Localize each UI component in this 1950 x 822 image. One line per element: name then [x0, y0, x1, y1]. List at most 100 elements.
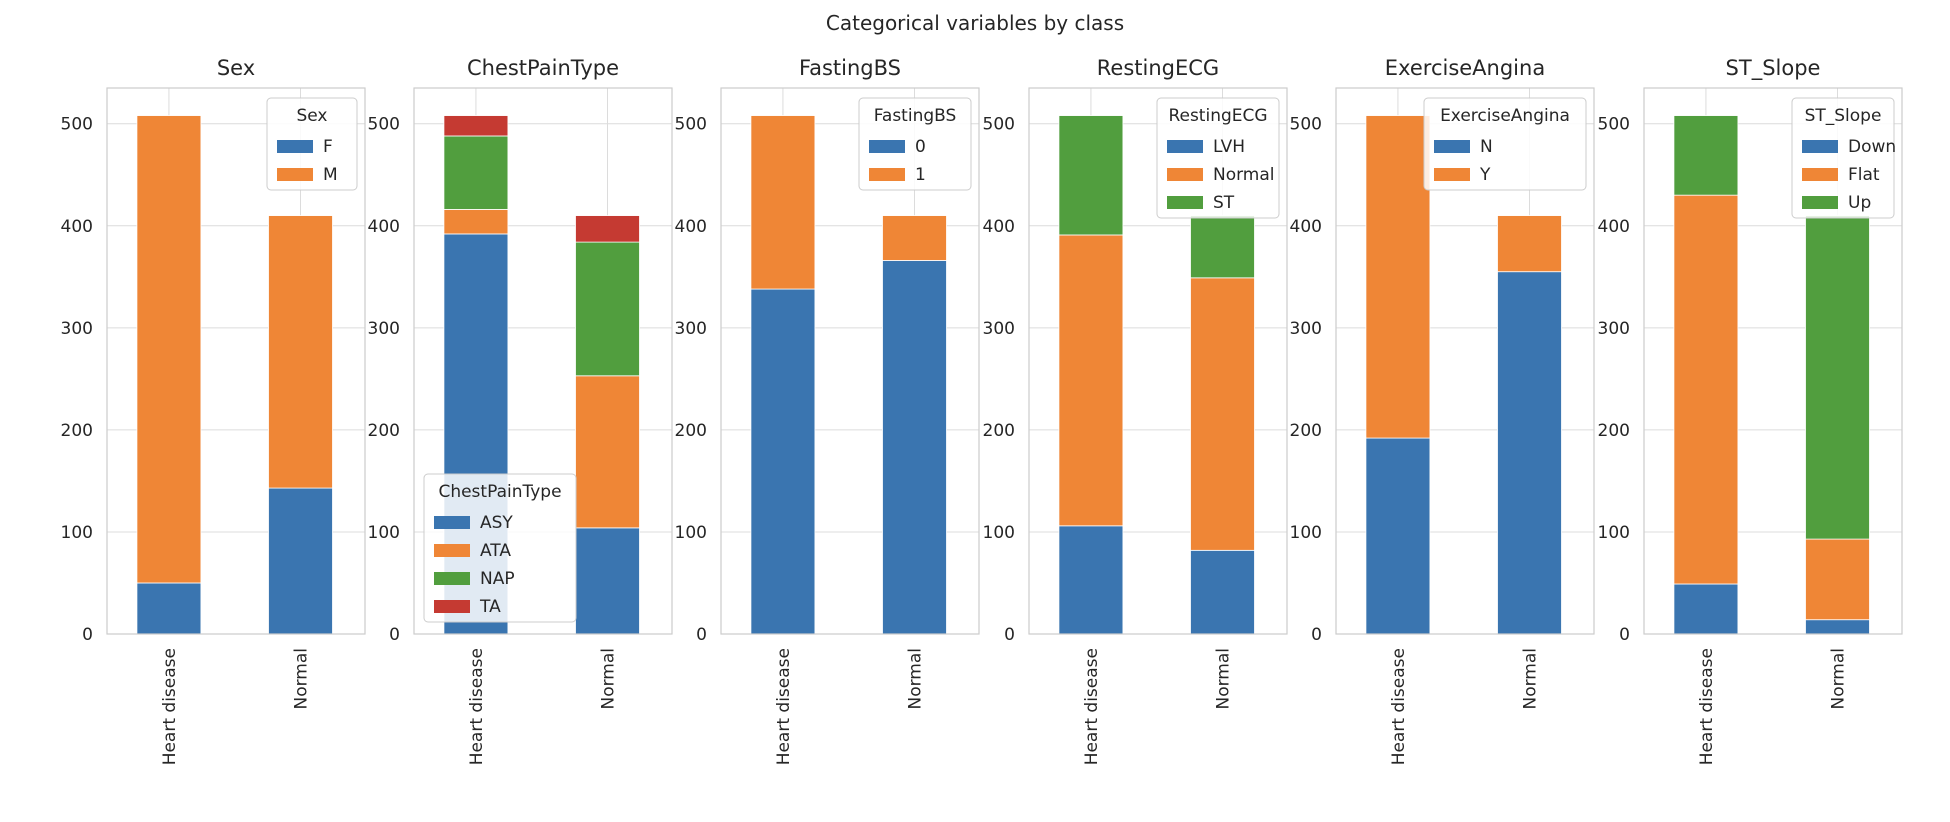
- legend-label-down: Down: [1848, 137, 1896, 157]
- legend-title: FastingBS: [874, 106, 957, 126]
- y-tick-label-0: 0: [696, 625, 707, 645]
- x-tick-label-normal: Normal: [599, 648, 619, 710]
- bar-st-slope-heart-disease-flat: [1673, 194, 1739, 585]
- y-tick-label-300: 300: [368, 319, 400, 339]
- legend-fastingbs: FastingBS 0 1: [858, 97, 972, 191]
- y-tick-label-400: 400: [368, 217, 400, 237]
- legend-swatch-nap: [434, 572, 470, 585]
- bar-restingecg-normal-st: [1190, 215, 1255, 279]
- legend-st-slope: ST_Slope Down Flat Up: [1791, 97, 1896, 219]
- y-tick-label-100: 100: [983, 523, 1015, 543]
- bar-chestpaintype-heart-disease-ta: [443, 115, 509, 137]
- legend-swatch-up: [1802, 196, 1838, 209]
- y-tick-label-300: 300: [1290, 319, 1322, 339]
- bar-st-slope-normal-flat: [1805, 538, 1870, 621]
- legend-title: ChestPainType: [438, 482, 561, 502]
- legend-label-ata: ATA: [480, 541, 511, 561]
- bar-sex-heart-disease-m: [136, 115, 202, 584]
- y-tick-label-0: 0: [389, 625, 400, 645]
- legend-swatch-normal: [1167, 168, 1203, 181]
- x-tick-label-heart-disease: Heart disease: [1082, 648, 1102, 765]
- legend-label-asy: ASY: [480, 513, 513, 533]
- y-tick-label-200: 200: [1290, 421, 1322, 441]
- y-tick-label-300: 300: [983, 319, 1015, 339]
- y-tick-label-100: 100: [1598, 523, 1630, 543]
- plot-frame-chestpaintype: [413, 87, 673, 635]
- legend-swatch-n: [1434, 140, 1470, 153]
- legend-label-ta: TA: [479, 597, 501, 617]
- bar-chestpaintype-normal-ta: [575, 215, 640, 243]
- legend-swatch-1: [869, 168, 905, 181]
- x-tick-label-heart-disease: Heart disease: [1697, 648, 1717, 765]
- legend-sex: Sex FM: [266, 97, 358, 191]
- panel-title-exerciseangina: ExerciseAngina: [1385, 56, 1545, 80]
- bar-restingecg-heart-disease-normal: [1058, 234, 1124, 527]
- bar-restingecg-heart-disease-st: [1058, 115, 1124, 236]
- plot-frame-exerciseangina: [1335, 87, 1595, 635]
- x-tick-label-normal: Normal: [292, 648, 312, 710]
- bar-st-slope-heart-disease-up: [1673, 115, 1739, 196]
- bar-exerciseangina-normal-n: [1497, 271, 1562, 635]
- bar-chestpaintype-heart-disease-ata: [443, 209, 509, 235]
- bar-sex-normal-f: [268, 487, 333, 635]
- y-tick-label-100: 100: [1290, 523, 1322, 543]
- bar-exerciseangina-heart-disease-y: [1365, 115, 1431, 439]
- y-tick-label-500: 500: [368, 115, 400, 135]
- y-tick-label-300: 300: [675, 319, 707, 339]
- bar-restingecg-heart-disease-lvh: [1058, 525, 1124, 635]
- panel-title-fastingbs: FastingBS: [799, 56, 901, 80]
- legend-swatch-st: [1167, 196, 1203, 209]
- figure-title: Categorical variables by class: [826, 11, 1124, 35]
- y-tick-label-100: 100: [61, 523, 93, 543]
- legend-label-normal: Normal: [1213, 165, 1275, 185]
- subplot-chestpaintype: 0 100 200 300 400 500 Heart disease Normal Chest…: [368, 56, 673, 765]
- panel-title-chestpaintype: ChestPainType: [467, 56, 619, 80]
- bar-sex-heart-disease-f: [136, 582, 202, 635]
- plot-frame-st-slope: [1643, 87, 1903, 635]
- legend-swatch-ta: [434, 600, 470, 613]
- legend-exerciseangina: ExerciseAngina NY: [1423, 97, 1587, 191]
- legend-swatch-f: [277, 140, 313, 153]
- y-tick-label-500: 500: [983, 115, 1015, 135]
- bar-chestpaintype-normal-asy: [575, 527, 640, 635]
- bar-chestpaintype-normal-ata: [575, 375, 640, 529]
- bar-st-slope-normal-down: [1805, 619, 1870, 635]
- y-tick-label-200: 200: [675, 421, 707, 441]
- bar-st-slope-normal-up: [1805, 215, 1870, 540]
- legend-title: ST_Slope: [1805, 106, 1882, 126]
- legend-title: ExerciseAngina: [1440, 106, 1570, 126]
- legend-swatch-m: [277, 168, 313, 181]
- x-tick-label-normal: Normal: [906, 648, 926, 710]
- y-tick-label-300: 300: [61, 319, 93, 339]
- x-tick-label-normal: Normal: [1521, 648, 1541, 710]
- legend-swatch-ata: [434, 544, 470, 557]
- legend-label-flat: Flat: [1848, 165, 1880, 185]
- y-tick-label-500: 500: [1290, 115, 1322, 135]
- subplot-fastingbs: 0 100 200 300 400 500 Heart disease Normal Fasti…: [675, 56, 980, 765]
- legend-box: [1156, 97, 1280, 219]
- bar-fastingbs-heart-disease-0: [750, 288, 816, 635]
- y-tick-label-0: 0: [82, 625, 93, 645]
- legend-label-n: N: [1480, 137, 1493, 157]
- legend-swatch-flat: [1802, 168, 1838, 181]
- y-tick-label-200: 200: [1598, 421, 1630, 441]
- y-tick-label-400: 400: [61, 217, 93, 237]
- bar-fastingbs-heart-disease-1: [750, 115, 816, 290]
- y-tick-label-300: 300: [1598, 319, 1630, 339]
- x-tick-label-normal: Normal: [1829, 648, 1849, 710]
- legend-label-y: Y: [1479, 165, 1491, 185]
- legend-label-st: ST: [1213, 193, 1235, 213]
- bar-exerciseangina-normal-y: [1497, 215, 1562, 273]
- bar-chestpaintype-normal-nap: [575, 241, 640, 377]
- y-tick-label-500: 500: [61, 115, 93, 135]
- legend-box: [1423, 97, 1587, 191]
- bar-exerciseangina-heart-disease-n: [1365, 437, 1431, 635]
- y-tick-label-200: 200: [983, 421, 1015, 441]
- bar-chestpaintype-heart-disease-nap: [443, 135, 509, 210]
- legend-chestpaintype: ChestPainType ASY ATA NAP TA: [423, 473, 577, 623]
- y-tick-label-100: 100: [368, 523, 400, 543]
- x-tick-label-heart-disease: Heart disease: [467, 648, 487, 765]
- y-tick-label-100: 100: [675, 523, 707, 543]
